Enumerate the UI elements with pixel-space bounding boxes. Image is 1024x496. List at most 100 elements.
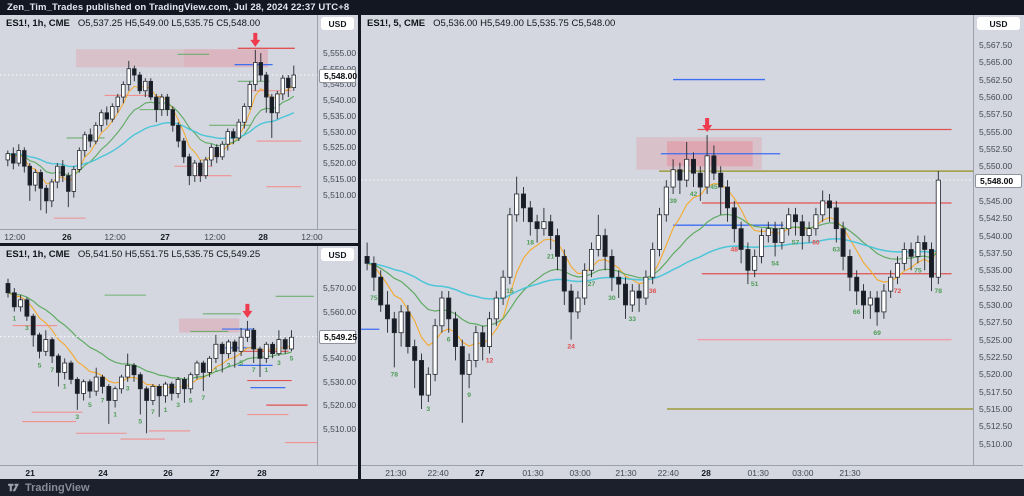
price-tick: 5,520.00	[323, 400, 357, 411]
time-axis[interactable]: 12:00 26 12:00 27 12:00 28 12:00	[0, 229, 357, 243]
price-tick: 5,550.00	[979, 161, 1013, 172]
chart-workspace: ES1!, 1h, CME O5,537.25 H5,549.00 L5,535…	[0, 15, 1024, 479]
chart-panel-top-left: ES1!, 1h, CME O5,537.25 H5,549.00 L5,535…	[0, 15, 358, 243]
currency-toggle-button[interactable]: USD	[321, 17, 354, 30]
time-tick: 28	[258, 232, 268, 242]
svg-text:5: 5	[290, 355, 294, 362]
time-axis[interactable]: 21:30 22:40 27 01:30 03:00 21:30 22:40 28 01:30 0…	[361, 465, 1023, 479]
price-tick: 5,540.00	[323, 95, 357, 106]
svg-text:30: 30	[608, 295, 616, 302]
price-tick: 5,525.00	[323, 142, 357, 153]
publish-info-bar: Zen_Tim_Trades published on TradingView.…	[0, 0, 1024, 15]
time-tick: 27	[210, 468, 220, 478]
price-tick: 5,555.00	[323, 48, 357, 59]
time-tick: 03:00	[792, 468, 814, 478]
sell-arrow-markers	[250, 32, 261, 47]
price-tick: 5,520.00	[323, 158, 357, 169]
candles-layer	[5, 49, 296, 214]
publish-text: Zen_Tim_Trades published on TradingView.…	[7, 2, 350, 13]
svg-text:1: 1	[12, 316, 16, 323]
time-tick: 12:00	[4, 232, 26, 242]
svg-text:27: 27	[588, 281, 596, 288]
price-tick: 5,552.50	[979, 143, 1013, 154]
svg-text:45: 45	[710, 184, 718, 191]
svg-text:5: 5	[239, 360, 243, 367]
price-tick: 5,542.50	[979, 213, 1013, 224]
price-axis[interactable]: USD 5,548.00 5,555.005,550.005,545.005,5…	[317, 15, 357, 229]
svg-text:21: 21	[547, 253, 555, 260]
price-tick: 5,537.50	[979, 247, 1013, 258]
current-price-label: 5,548.00	[319, 68, 357, 83]
time-tick: 03:00	[569, 468, 591, 478]
price-tick: 5,532.50	[979, 282, 1013, 293]
price-axis[interactable]: USD 5,549.25 5,570.005,560.005,550.005,5…	[317, 246, 357, 465]
symbol-ohlc-header: ES1!, 1h, CME O5,537.25 H5,549.00 L5,535…	[6, 18, 260, 29]
svg-text:3: 3	[426, 406, 430, 413]
tradingview-brand-link[interactable]: TradingView	[25, 481, 90, 494]
svg-text:69: 69	[873, 330, 881, 337]
time-axis[interactable]: 21 24 26 27 28	[0, 465, 357, 479]
price-tick: 5,510.00	[323, 423, 357, 434]
price-tick: 5,530.00	[323, 376, 357, 387]
left-column: ES1!, 1h, CME O5,537.25 H5,549.00 L5,535…	[0, 15, 358, 479]
candlestick-plot[interactable]: 75 78 3 6 9 12 15 18 21 24 27 30 33 36 39 42 45 48 51 54 57 6…	[361, 15, 973, 465]
svg-text:3: 3	[176, 402, 180, 409]
time-tick: 24	[98, 468, 108, 478]
time-tick: 27	[160, 232, 170, 242]
svg-text:42: 42	[690, 191, 698, 198]
symbol-label[interactable]: ES1!, 1h, CME	[6, 249, 70, 260]
svg-text:66: 66	[853, 309, 861, 316]
svg-text:1: 1	[164, 407, 168, 414]
candlestick-plot[interactable]: ES1!, 1h, CME O5,537.25 H5,549.00 L5,535…	[0, 15, 317, 229]
price-tick: 5,510.00	[323, 189, 357, 200]
symbol-label[interactable]: ES1!, 5, CME	[367, 18, 426, 29]
svg-text:3: 3	[227, 362, 231, 369]
price-tick: 5,570.00	[323, 283, 357, 294]
svg-text:48: 48	[731, 247, 739, 254]
candles-layer	[364, 135, 941, 423]
time-tick: 12:00	[204, 232, 226, 242]
price-tick: 5,545.00	[323, 79, 357, 90]
svg-text:1: 1	[63, 383, 67, 390]
svg-text:5: 5	[189, 397, 193, 404]
price-tick: 5,540.00	[323, 353, 357, 364]
symbol-label[interactable]: ES1!, 1h, CME	[6, 18, 70, 29]
candles-layer	[5, 278, 294, 434]
price-tick: 5,567.50	[979, 39, 1013, 50]
svg-text:3: 3	[25, 325, 29, 332]
time-tick: 27	[474, 468, 485, 478]
svg-text:6: 6	[447, 337, 451, 344]
time-tick: 28	[701, 468, 711, 478]
candlestick-chart: 1 3 5 7 1 3 5 7 1 3 5 7 1 3 5 7 1 3 5 7 1 3 5	[0, 278, 317, 444]
svg-text:57: 57	[792, 240, 800, 247]
price-tick: 5,530.00	[323, 126, 357, 137]
currency-toggle-button[interactable]: USD	[977, 17, 1020, 30]
candlestick-plot[interactable]: 1 3 5 7 1 3 5 7 1 3 5 7 1 3 5 7 1 3 5 7 1 3 5 ES1!, 1h, CME O5…	[0, 246, 317, 465]
svg-text:12: 12	[486, 358, 494, 365]
tradingview-logo-icon[interactable]	[7, 481, 20, 494]
symbol-ohlc-header: ES1!, 1h, CME O5,541.50 H5,551.75 L5,535…	[6, 249, 260, 260]
svg-text:1: 1	[264, 367, 268, 374]
currency-toggle-button[interactable]: USD	[321, 248, 354, 261]
candlestick-chart	[0, 32, 317, 219]
svg-text:60: 60	[812, 240, 820, 247]
zones-layer	[76, 49, 268, 68]
time-tick: 22:40	[427, 468, 449, 478]
price-tick: 5,555.00	[979, 126, 1013, 137]
price-axis[interactable]: USD 5,548.00 5,567.50 5,565.00 5,562.50 5,5…	[973, 15, 1023, 465]
price-tick: 5,522.50	[979, 351, 1013, 362]
app-footer: TradingView	[0, 479, 1024, 496]
time-tick: 01:30	[747, 468, 769, 478]
ohlc-values: O5,537.25 H5,549.00 L5,535.75 C5,548.00	[77, 18, 261, 29]
time-tick: 28	[257, 468, 267, 478]
time-tick: 22:40	[657, 468, 679, 478]
svg-text:15: 15	[506, 288, 514, 295]
bar-count-layer: 1 3 5 7 1 3 5 7 1 3 5 7 1 3 5 7 1 3 5 7 1 3 5	[12, 316, 293, 426]
price-tick: 5,562.50	[979, 74, 1013, 85]
svg-text:9: 9	[467, 392, 471, 399]
svg-text:7: 7	[151, 409, 155, 416]
svg-text:78: 78	[391, 371, 399, 378]
price-tick: 5,520.00	[979, 369, 1013, 380]
